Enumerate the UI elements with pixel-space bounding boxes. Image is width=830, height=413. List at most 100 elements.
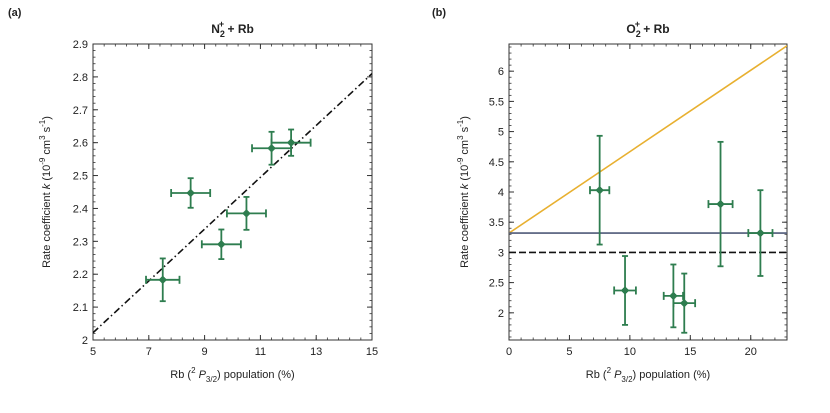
ylabel-sup: 3 [456,135,465,140]
title-rest: + Rb [224,22,254,36]
xlabel-sub: 3/2 [621,375,633,384]
y-tick-label: 5.5 [489,96,504,108]
ylabel-sup: -9 [456,157,465,165]
data-point [270,128,312,157]
ylabel-part: ) [41,116,53,120]
x-tick-label: 0 [506,346,512,358]
title-subscript: 2 [220,29,225,39]
point-marker [716,199,725,209]
data-point [145,257,181,303]
y-tick-label: 2 [82,335,88,347]
data-point [251,130,292,166]
y-axis-label: Rate coefficient k (10-9 cm3 s-1) [38,116,53,268]
point-marker [216,239,226,249]
point-marker [158,275,168,285]
title-superscript: + [219,19,224,29]
title-main: O [626,22,635,36]
x-tick-label: 7 [146,346,152,358]
y-tick-label: 2.8 [73,72,88,84]
point-marker [756,228,765,238]
xlabel-sub: 3/2 [206,375,218,384]
point-marker [669,291,678,301]
ylabel-sup: -1 [38,119,47,127]
x-tick-label: 15 [684,346,696,358]
xlabel-italic: P [611,369,622,381]
data-point [747,189,774,277]
ylabel-part: Rate coefficient [459,189,471,268]
y-tick-label: 2.2 [73,269,88,281]
y-tick-label: 5 [498,127,504,139]
fit-line-dashdot [93,73,372,334]
x-tick-label: 9 [202,346,208,358]
y-tick-label: 2.1 [73,302,88,314]
y-tick-label: 2 [498,308,504,320]
ylabel-part: s [41,126,53,135]
x-tick-label: 11 [255,346,266,358]
xlabel-part: Rb ( [170,369,191,381]
ylabel-italic: k [459,183,471,189]
xlabel-part: ) population (%) [217,369,295,381]
x-tick-label: 13 [310,346,322,358]
ylabel-sup: -1 [456,119,465,127]
title-subscript: 2 [636,29,641,39]
ylabel-sup: -9 [38,157,47,165]
y-tick-label: 4.5 [489,157,504,169]
point-marker [620,286,630,295]
data-point [707,140,734,268]
panel-a-label: (a) [8,7,22,19]
panel-b-label: (b) [432,7,446,19]
y-tick-label: 2.9 [73,39,88,51]
ylabel-part: Rate coefficient [41,189,53,268]
ylabel-part: s [459,126,471,135]
data-point [226,196,267,231]
x-axis-label: Rb (2 P3/2) population (%) [586,366,710,384]
ylabel-part: ) [459,116,471,120]
point-marker [595,185,605,195]
y-tick-label: 4 [498,187,504,199]
y-tick-label: 2.7 [73,105,88,117]
ylabel-part: cm [459,140,471,158]
xlabel-sup: 2 [607,366,612,375]
point-marker [186,188,196,198]
point-marker [242,209,251,218]
xlabel-sup: 2 [191,366,196,375]
x-tick-label: 15 [366,346,378,358]
chart-title: O2+ + Rb [626,19,669,39]
panel-a: 5 7 9 11 13 1522.12.22.32.42.52.62.72.82.9N2+… [38,19,378,384]
chart-title: N2+ + Rb [211,19,254,39]
y-tick-label: 2.4 [73,203,88,215]
x-axis-label: Rb (2 P3/2) population (%) [170,366,294,384]
x-tick-label: 5 [90,346,96,358]
title-rest: + Rb [640,22,670,36]
title-superscript: + [635,19,640,29]
y-tick-label: 2.5 [73,171,88,183]
y-tick-label: 2.3 [73,236,88,248]
y-tick-label: 2.6 [73,138,88,150]
fit-line-solid [509,45,787,234]
xlabel-italic: P [196,369,207,381]
plot-frame [92,43,373,341]
data-point [662,263,684,329]
y-tick-label: 3 [498,247,504,259]
ylabel-part: cm [41,140,53,158]
ylabel-sup: 3 [38,135,47,140]
data-point [672,272,697,334]
point-marker [286,138,296,148]
x-tick-label: 10 [624,346,636,358]
point-marker [267,143,276,153]
data-point [589,134,611,246]
title-main: N [211,22,220,36]
x-tick-label: 20 [745,346,757,358]
y-axis-label: Rate coefficient k (10-9 cm3 s-1) [456,116,471,268]
y-tick-label: 6 [498,66,504,78]
data-point [613,255,637,326]
ylabel-italic: k [41,183,53,189]
data-point [170,177,212,209]
xlabel-part: Rb ( [586,369,607,381]
x-tick-label: 5 [566,346,572,358]
data-point [200,228,242,260]
ylabel-part: (10 [459,165,471,184]
